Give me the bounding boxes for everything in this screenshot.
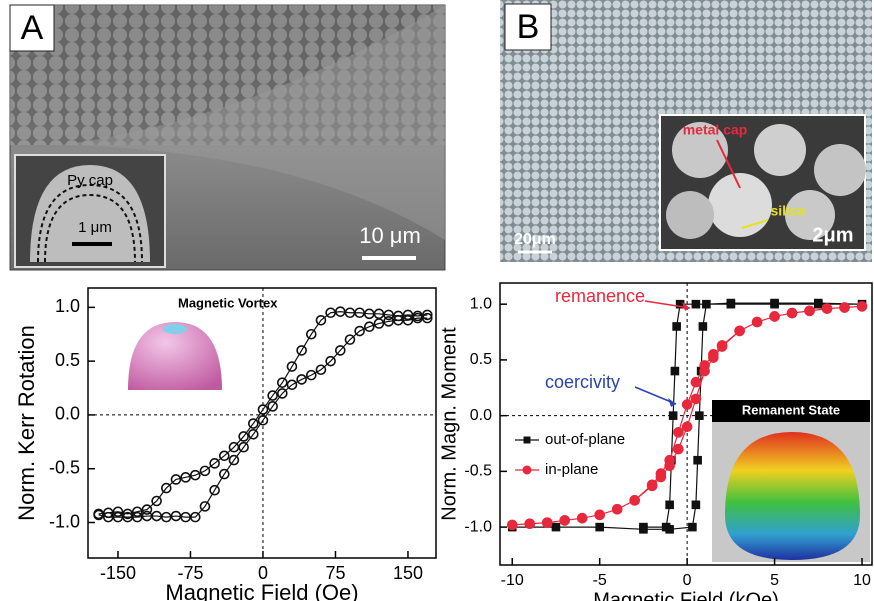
marker <box>663 524 670 531</box>
marker <box>673 323 680 330</box>
marker <box>718 342 727 351</box>
marker <box>595 510 604 519</box>
y-axis-label: Norm. Magn. Moment <box>438 327 460 521</box>
marker <box>753 318 762 327</box>
x-tick-label: -5 <box>593 572 607 589</box>
marker <box>508 520 517 529</box>
x-tick-label: -10 <box>501 572 524 589</box>
marker <box>858 302 867 311</box>
marker <box>735 326 744 335</box>
marker <box>543 518 552 527</box>
marker <box>770 312 779 321</box>
inset-label: metal cap <box>683 122 748 138</box>
marker <box>648 481 657 490</box>
y-tick-label: 1.0 <box>470 295 492 312</box>
y-tick-label: 1.0 <box>55 296 80 316</box>
marker <box>692 501 699 508</box>
marker <box>727 301 734 308</box>
inset-label: silica <box>770 203 805 219</box>
vortex-illustration <box>128 322 222 390</box>
marker <box>630 496 639 505</box>
marker <box>670 412 677 419</box>
y-tick-label: 0.5 <box>55 350 80 370</box>
y-tick-label: 0.0 <box>470 407 492 424</box>
marker <box>689 524 696 531</box>
remanent-illustration <box>712 400 870 562</box>
marker <box>613 505 622 514</box>
x-axis-label: Magnetic Field (Oe) <box>165 580 358 601</box>
marker <box>683 400 692 409</box>
y-tick-label: -1.0 <box>49 511 80 531</box>
figure: A Py cap 1 μm 10 μm B metal cap silica 2… <box>0 0 874 601</box>
marker <box>640 524 647 531</box>
marker <box>525 519 534 528</box>
legend-label: in-plane <box>545 461 598 478</box>
marker <box>552 524 559 531</box>
x-tick-label: 150 <box>393 563 423 583</box>
x-axis-label: Magnetic Field (kOe) <box>593 589 779 601</box>
x-tick-label: 5 <box>770 572 779 589</box>
x-tick-label: -150 <box>100 563 136 583</box>
plot-frame <box>88 288 436 558</box>
annotation: coercivity <box>545 372 620 392</box>
marker <box>709 353 718 362</box>
y-tick-label: -0.5 <box>464 463 492 480</box>
y-axis-label: Norm. Kerr Rotation <box>14 325 39 521</box>
marker <box>700 367 709 376</box>
marker <box>788 309 797 318</box>
y-tick-label: -0.5 <box>49 457 80 477</box>
marker <box>596 524 603 531</box>
marker <box>560 516 569 525</box>
marker <box>656 472 665 481</box>
marker <box>666 501 673 508</box>
marker <box>674 445 683 454</box>
marker <box>578 514 587 523</box>
marker <box>699 323 706 330</box>
annotation: remanence <box>555 286 645 306</box>
y-tick-label: -1.0 <box>464 518 492 535</box>
legend-marker <box>523 466 532 475</box>
y-tick-label: 0.5 <box>470 351 492 368</box>
scale-label: 20μm <box>514 231 556 248</box>
panel-label: A <box>21 9 44 47</box>
marker <box>665 461 674 470</box>
x-tick-label: 0 <box>683 572 692 589</box>
scale-label: 1 μm <box>78 219 112 236</box>
marker <box>683 422 692 431</box>
legend-marker <box>524 437 531 444</box>
marker <box>805 306 814 315</box>
marker <box>823 304 832 313</box>
image-a: A Py cap 1 μm 10 μm <box>10 5 445 270</box>
y-tick-label: 0.0 <box>55 404 80 424</box>
marker <box>815 301 822 308</box>
marker <box>691 378 700 387</box>
legend-label: out-of-plane <box>545 431 625 448</box>
arrow-head <box>668 398 676 407</box>
inset-title: Remanent State <box>742 402 840 417</box>
inset-label: Py cap <box>67 172 113 189</box>
marker <box>840 303 849 312</box>
marker <box>771 301 778 308</box>
inset-title: Magnetic Vortex <box>178 295 278 310</box>
scale-label: 10 μm <box>359 223 421 248</box>
marker <box>703 301 710 308</box>
image-b: B metal cap silica 2μm 20μm <box>500 0 872 262</box>
marker <box>696 412 703 419</box>
scale-label: 2μm <box>812 224 853 246</box>
marker <box>671 368 678 375</box>
x-tick-label: 10 <box>853 572 871 589</box>
marker <box>694 457 701 464</box>
panel-label: B <box>517 8 540 46</box>
marker <box>674 428 683 437</box>
marker <box>691 394 700 403</box>
marker <box>692 301 699 308</box>
